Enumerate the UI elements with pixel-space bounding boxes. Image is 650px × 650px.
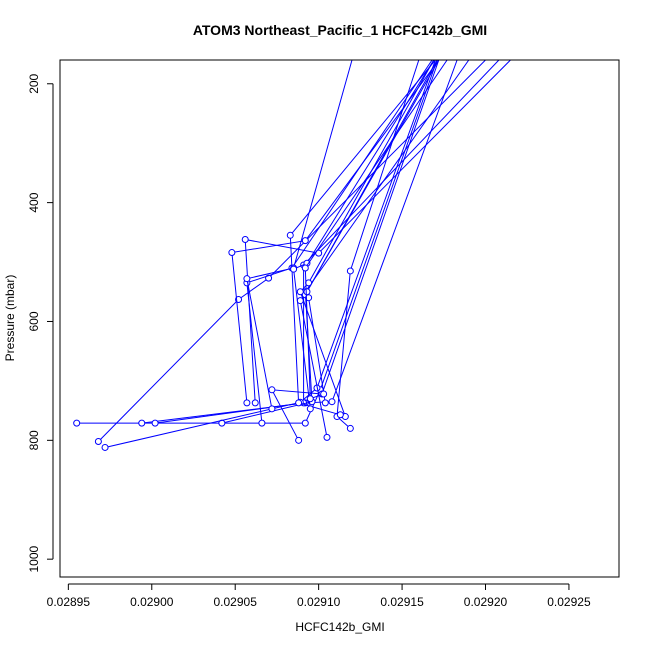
data-point xyxy=(228,249,236,257)
data-point xyxy=(306,405,314,413)
x-tick-label: 0.02905 xyxy=(214,595,258,609)
y-tick-label: 800 xyxy=(27,430,41,450)
chart-title: ATOM3 Northeast_Pacific_1 HCFC142b_GMI xyxy=(193,22,487,38)
data-point xyxy=(301,264,309,272)
data-point xyxy=(303,288,311,296)
profile-line xyxy=(246,60,353,409)
data-point xyxy=(243,275,251,283)
data-point xyxy=(243,399,251,407)
data-point xyxy=(301,419,309,427)
data-point xyxy=(328,398,336,406)
profile-line xyxy=(304,60,448,400)
y-tick-label: 1000 xyxy=(27,546,41,573)
data-point xyxy=(320,390,328,398)
profile-line xyxy=(141,60,458,424)
y-tick-label: 600 xyxy=(27,311,41,331)
data-point xyxy=(258,419,266,427)
profile-line xyxy=(155,60,500,424)
y-axis-label: Pressure (mbar) xyxy=(3,275,17,362)
data-point xyxy=(306,395,314,403)
x-tick-label: 0.02925 xyxy=(547,595,591,609)
data-point xyxy=(336,411,344,419)
profile-line xyxy=(336,60,420,429)
data-point xyxy=(138,419,146,427)
data-point xyxy=(94,438,102,446)
data-point xyxy=(286,231,294,239)
data-point xyxy=(251,399,259,407)
data-point xyxy=(268,405,276,413)
plot-frame xyxy=(59,59,620,578)
data-point xyxy=(321,399,329,407)
axes: 0.02895 0.02900 0.02905 0.02910 0.02915 0.029… xyxy=(27,73,591,609)
data-point xyxy=(295,436,303,444)
profile-line xyxy=(271,60,440,441)
profile-line xyxy=(231,60,440,403)
data-point xyxy=(295,399,303,407)
profile-line xyxy=(289,60,436,416)
data-point xyxy=(323,433,331,441)
profile-line xyxy=(244,60,511,403)
data-point xyxy=(301,237,309,245)
x-tick-label: 0.02915 xyxy=(380,595,424,609)
y-tick-label: 200 xyxy=(27,73,41,93)
x-tick-label: 0.02895 xyxy=(47,595,91,609)
x-tick-label: 0.02920 xyxy=(464,595,508,609)
y-tick-label: 400 xyxy=(27,192,41,212)
data-point xyxy=(151,419,159,427)
x-tick-label: 0.02900 xyxy=(130,595,174,609)
data-point xyxy=(296,288,304,296)
data-point xyxy=(241,235,249,243)
x-axis-label: HCFC142b_GMI xyxy=(295,620,384,634)
data-point xyxy=(346,424,354,432)
data-point xyxy=(346,267,354,275)
data-point xyxy=(290,265,298,273)
x-tick-label: 0.02910 xyxy=(297,595,341,609)
data-point xyxy=(268,386,276,394)
series-layer xyxy=(73,60,511,451)
data-point xyxy=(73,419,81,427)
data-point xyxy=(101,443,109,451)
profile-line xyxy=(293,60,435,409)
